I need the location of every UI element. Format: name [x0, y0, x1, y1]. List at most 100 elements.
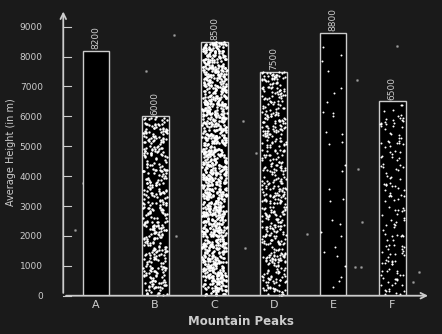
Point [396, 138, 403, 144]
Point [142, 149, 149, 154]
Point [274, 86, 281, 91]
Point [268, 244, 275, 249]
Point [281, 126, 288, 131]
Point [220, 68, 227, 74]
Point [337, 52, 344, 58]
Point [206, 178, 213, 183]
Point [400, 208, 407, 213]
Point [146, 240, 153, 246]
Point [389, 124, 396, 129]
Point [212, 218, 219, 224]
Point [202, 227, 210, 232]
Point [154, 271, 161, 276]
Point [220, 166, 227, 171]
Point [214, 240, 221, 245]
Point [210, 275, 217, 280]
Point [379, 227, 386, 233]
Point [222, 248, 229, 253]
Point [212, 134, 219, 139]
Point [157, 191, 164, 196]
Point [391, 221, 398, 226]
Point [215, 220, 222, 226]
Point [208, 138, 215, 143]
Point [398, 244, 405, 249]
Point [262, 192, 269, 197]
Point [210, 75, 217, 81]
Point [272, 276, 279, 282]
Point [221, 53, 228, 58]
Point [276, 88, 283, 94]
Point [202, 44, 209, 50]
Point [206, 46, 213, 52]
Point [221, 71, 228, 76]
Point [150, 254, 157, 259]
Point [145, 242, 152, 247]
Point [145, 194, 152, 200]
Point [223, 71, 230, 76]
Point [214, 84, 221, 89]
Point [203, 111, 210, 117]
Point [213, 224, 220, 229]
Point [271, 190, 278, 195]
Point [322, 129, 329, 135]
Point [202, 278, 209, 283]
Point [270, 156, 277, 161]
Point [276, 159, 283, 165]
Point [152, 273, 160, 278]
Point [212, 134, 219, 139]
Point [211, 53, 218, 58]
Point [223, 192, 230, 198]
Point [217, 89, 225, 94]
Point [221, 101, 229, 106]
Point [219, 102, 226, 107]
Point [201, 230, 208, 235]
Point [279, 229, 286, 235]
Point [213, 190, 221, 195]
Point [146, 205, 153, 210]
Point [214, 246, 221, 251]
Point [384, 269, 391, 274]
Point [201, 121, 208, 126]
Point [212, 156, 219, 161]
Point [260, 238, 267, 244]
Point [149, 226, 156, 231]
Point [143, 130, 150, 135]
Point [258, 236, 265, 241]
Point [222, 260, 229, 265]
Point [145, 123, 152, 128]
Point [259, 178, 266, 184]
Point [274, 223, 282, 228]
Point [384, 173, 391, 179]
Point [241, 245, 248, 251]
Point [272, 112, 279, 117]
Point [147, 186, 154, 191]
Point [207, 225, 214, 230]
Point [146, 280, 153, 285]
Point [216, 50, 223, 55]
Point [217, 125, 225, 131]
Point [220, 102, 227, 107]
Point [276, 91, 283, 97]
Point [162, 128, 169, 133]
Point [202, 271, 209, 276]
Point [219, 86, 226, 92]
Point [274, 76, 281, 81]
Point [263, 213, 270, 218]
Point [409, 279, 416, 284]
Point [398, 233, 405, 238]
Point [214, 246, 221, 252]
Point [266, 253, 273, 258]
Point [267, 275, 274, 280]
Point [140, 205, 147, 211]
Point [281, 279, 288, 284]
Point [217, 283, 224, 289]
Point [208, 64, 215, 69]
Point [200, 218, 207, 223]
Point [265, 241, 272, 247]
Point [258, 109, 265, 115]
Point [214, 216, 221, 222]
Point [273, 270, 280, 275]
Point [274, 102, 281, 107]
Point [272, 197, 279, 202]
Point [203, 137, 210, 142]
